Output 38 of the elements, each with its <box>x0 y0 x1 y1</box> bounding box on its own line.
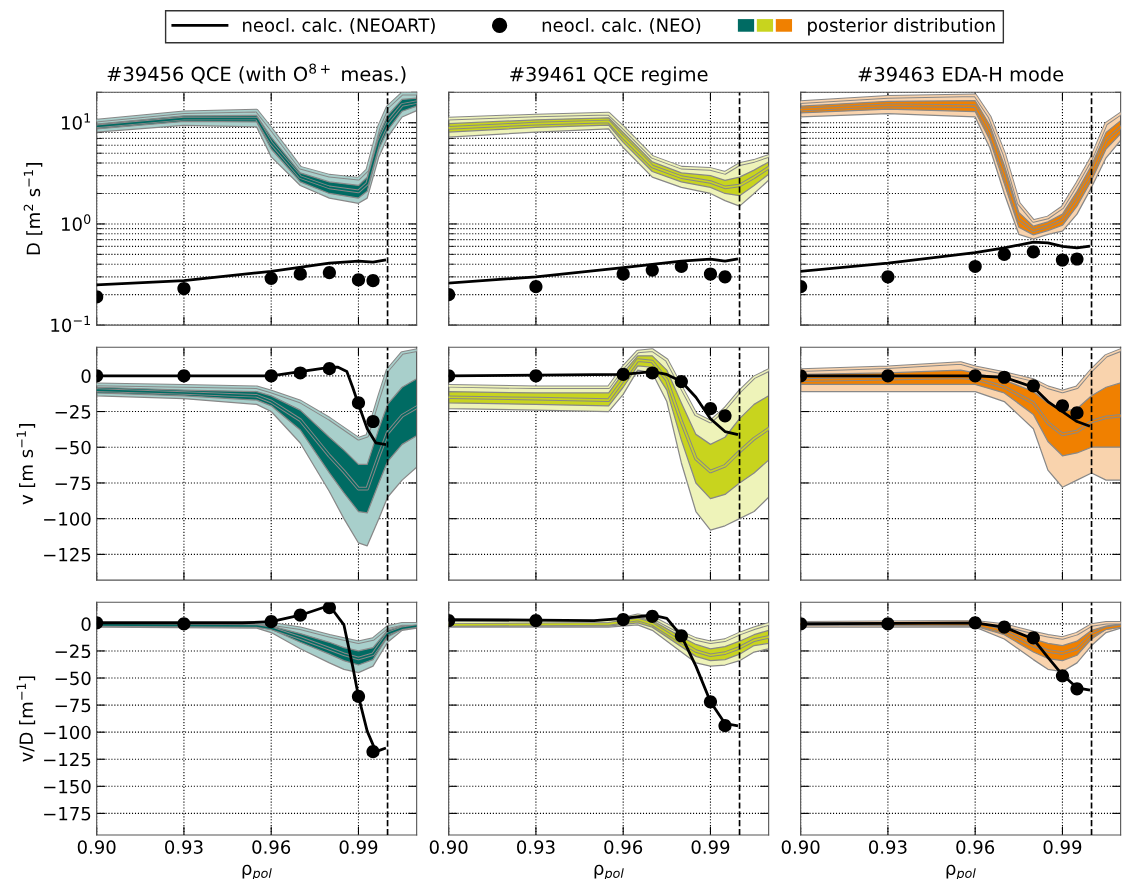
y-tick-label: 10$^{1}$ <box>62 113 91 130</box>
y-tick-label: −100 <box>44 725 91 740</box>
legend-label: posterior distribution <box>808 18 995 36</box>
x-tick-label: 0.90 <box>77 840 116 854</box>
y-tick-label: −125 <box>44 752 91 767</box>
y-tick-label: 10$^{−1}$ <box>51 315 90 333</box>
chart-title: #39463 EDA-H mode <box>858 66 1064 82</box>
chart-title: #39461 QCE regime <box>510 66 708 86</box>
y-tick-label: −25 <box>55 644 91 659</box>
y-axis-title: D [m$^{2}$ s$^{−1}$] <box>23 163 43 255</box>
y-tick-label: 10$^{0}$ <box>62 214 91 231</box>
y-tick-label: 0 <box>81 617 91 631</box>
y-tick-label: −125 <box>44 547 91 562</box>
x-tick-label: 0.90 <box>429 840 468 854</box>
chart-title: #39456 QCE (with O$^{8+}$ meas.) <box>107 63 406 84</box>
x-tick-label: 0.99 <box>691 840 730 854</box>
y-tick-label: −175 <box>44 807 91 821</box>
legend-label: neocl. calc. (NEOART) <box>243 18 435 35</box>
y-tick-label: −50 <box>55 671 91 686</box>
x-tick-label: 0.96 <box>252 840 291 854</box>
y-tick-label: −100 <box>44 512 91 526</box>
y-tick-label: −25 <box>55 404 91 419</box>
x-tick-label: 0.93 <box>869 840 907 854</box>
x-tick-label: 0.99 <box>1043 840 1082 854</box>
y-tick-label: −150 <box>44 779 91 794</box>
x-tick-label: 0.90 <box>781 840 820 854</box>
x-tick-label: 0.99 <box>339 840 378 854</box>
legend-label: neocl. calc. (NEO) <box>542 18 701 35</box>
x-tick-label: 0.93 <box>165 840 203 854</box>
y-tick-label: −50 <box>55 440 91 455</box>
y-tick-label: 0 <box>81 369 91 383</box>
x-tick-label: 0.96 <box>956 840 995 854</box>
x-tick-label: 0.96 <box>604 840 643 854</box>
y-tick-label: −75 <box>55 698 91 713</box>
x-tick-label: 0.93 <box>517 840 555 854</box>
y-tick-label: −75 <box>55 476 91 491</box>
y-axis-title: v [m s$^{−1}$] <box>16 424 36 505</box>
y-axis-title: v/D [m$^{−1}$] <box>16 676 36 762</box>
